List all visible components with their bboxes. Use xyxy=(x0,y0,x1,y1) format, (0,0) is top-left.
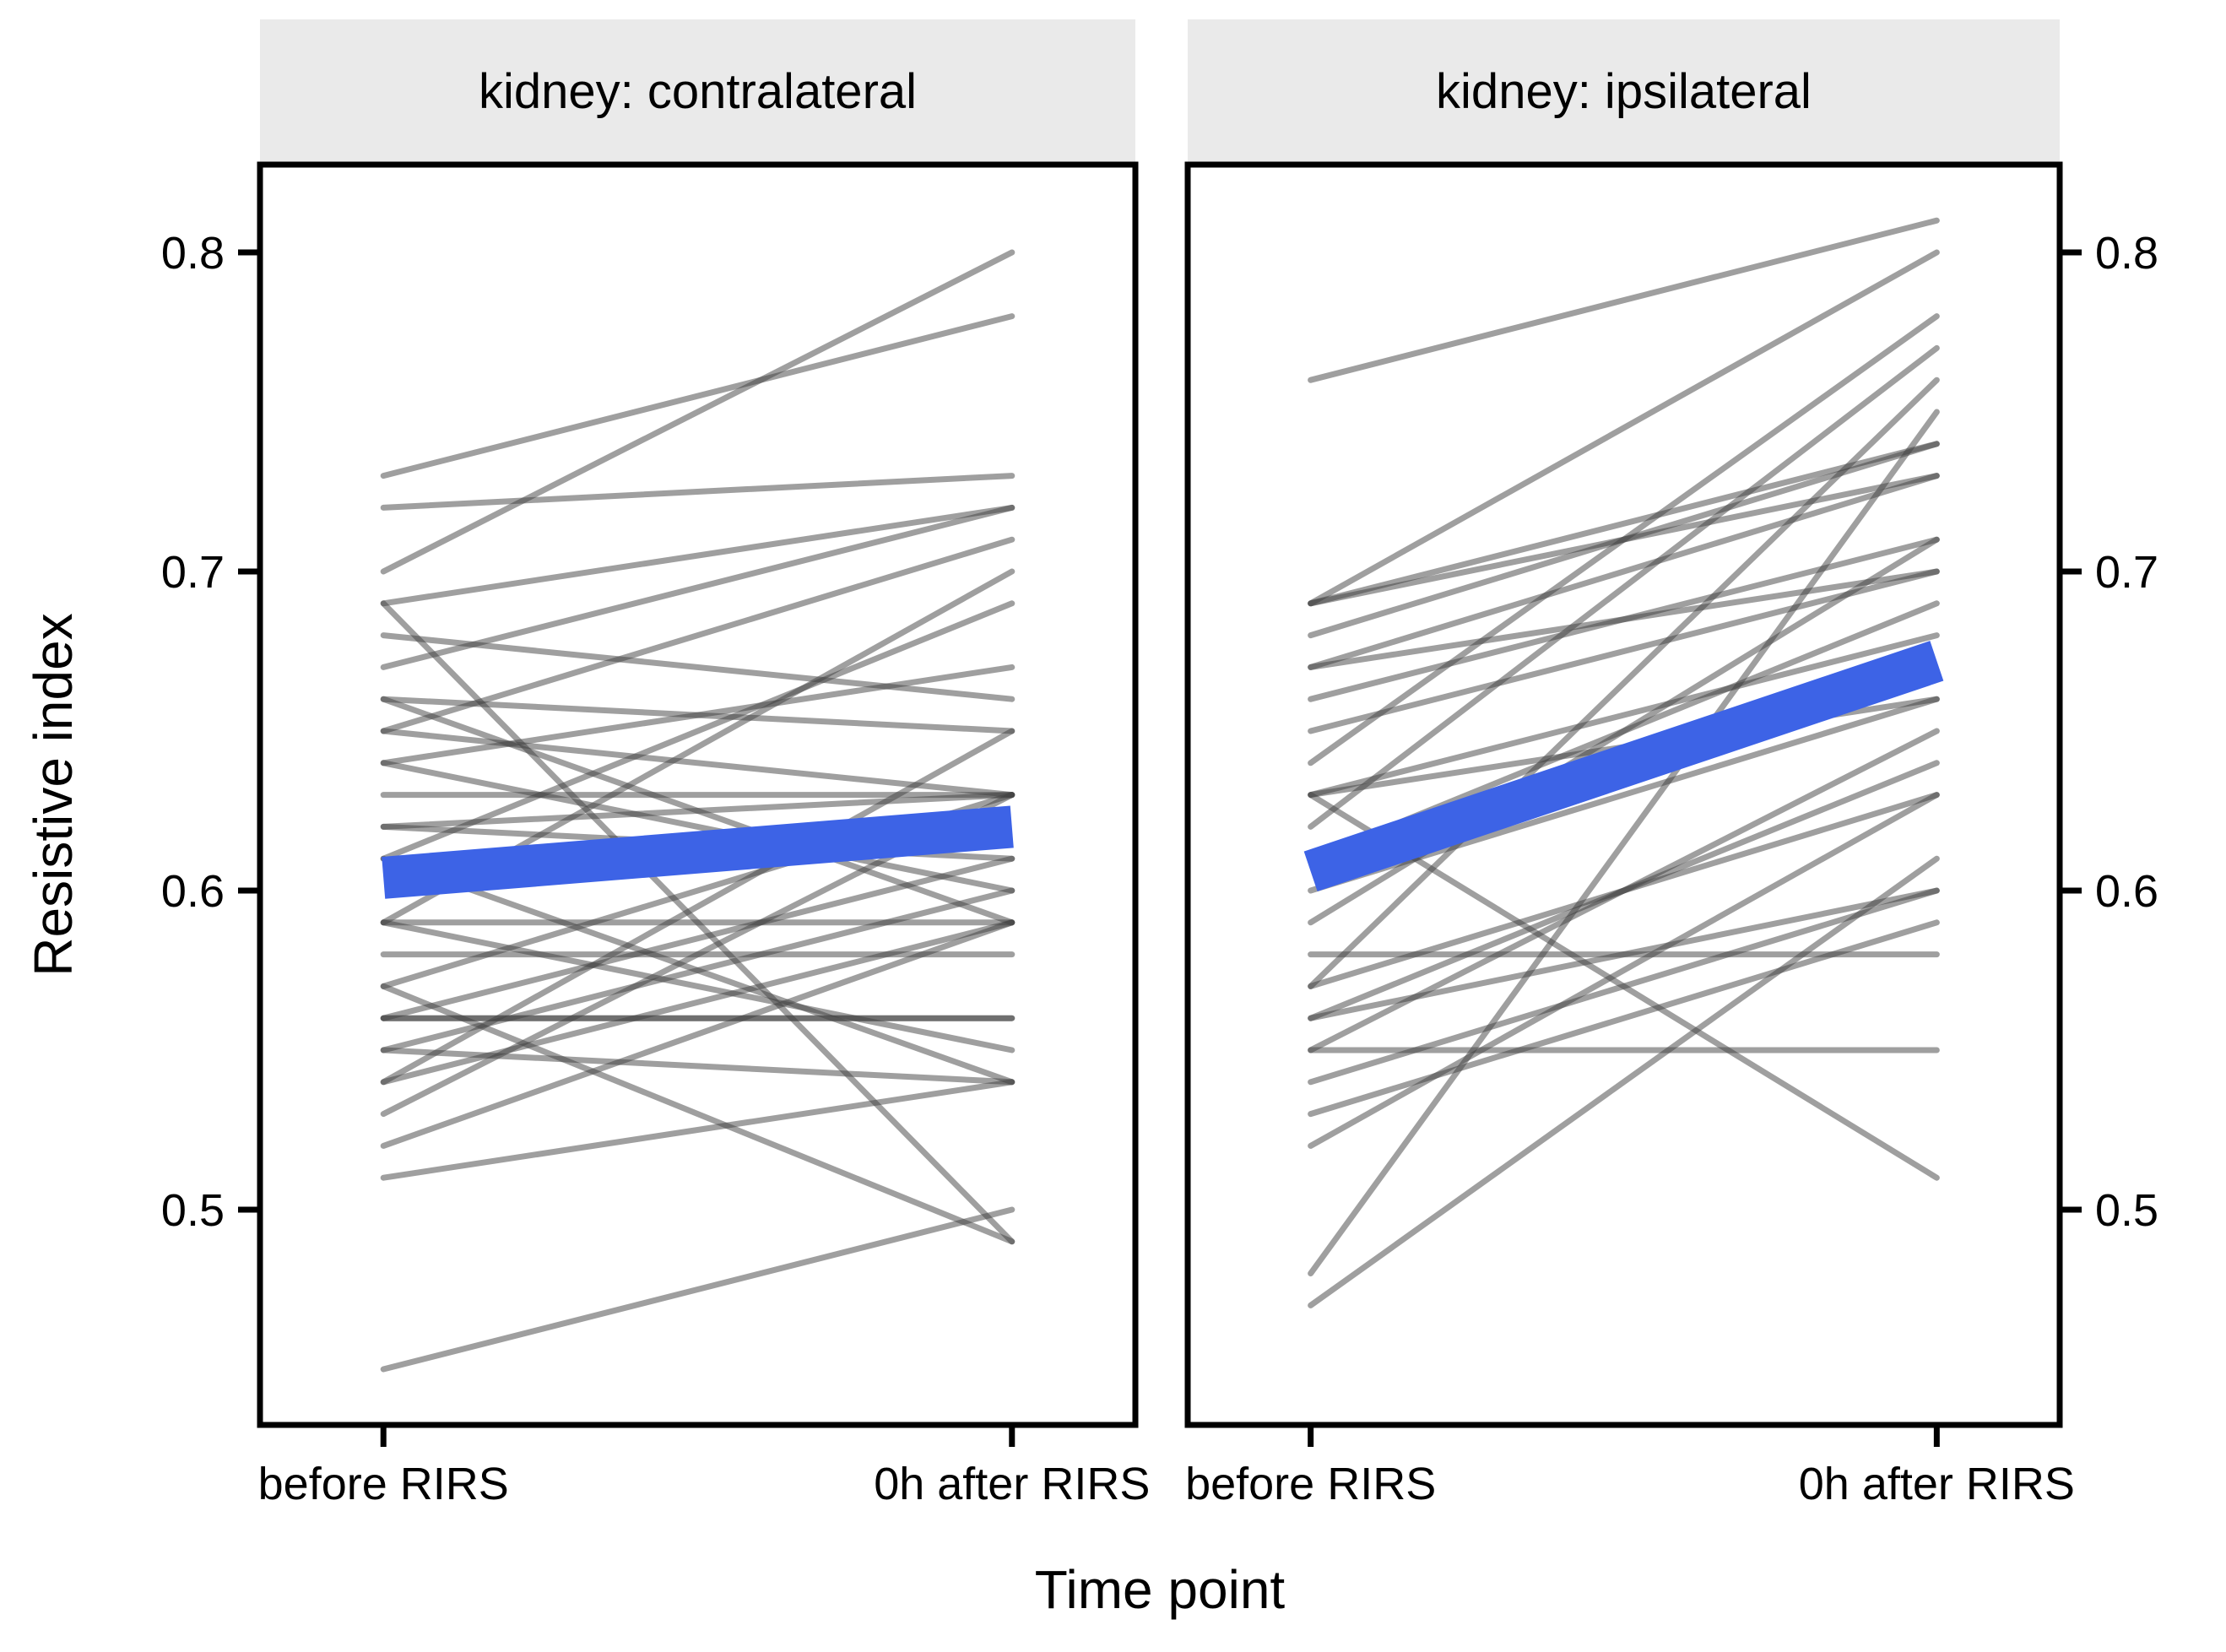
patient-line xyxy=(380,1079,1016,1181)
patient-line xyxy=(1308,249,1940,607)
y-axis-tick-label: 0.6 xyxy=(161,866,225,917)
patient-line xyxy=(380,919,1016,1086)
patient-line xyxy=(1308,536,1940,702)
patient-line xyxy=(380,983,1016,1245)
patient-line xyxy=(380,249,1016,575)
patient-line xyxy=(380,504,1016,670)
y-axis-title: Resistive index xyxy=(23,613,84,976)
patient-line xyxy=(380,504,1016,607)
patient-line xyxy=(380,760,1016,894)
patient-line xyxy=(1308,441,1940,607)
patient-line xyxy=(1308,313,1940,766)
panel-border xyxy=(1184,161,2063,1428)
y-axis-tick-label: 0.7 xyxy=(161,547,225,598)
patient-line xyxy=(380,473,1016,511)
patient-line xyxy=(380,919,1016,1053)
panel-border xyxy=(257,161,1139,1428)
patient-line xyxy=(1308,344,1940,830)
patient-line xyxy=(1308,536,1940,926)
x-axis-tick-label: 0h after RIRS xyxy=(1799,1459,2075,1509)
patient-line xyxy=(1308,473,1940,670)
patient-line xyxy=(1308,409,1940,1277)
patient-line xyxy=(380,664,1016,766)
patient-line xyxy=(380,600,1016,862)
facet-strip-title: kidney: ipsilateral xyxy=(1436,64,1812,119)
patient-line xyxy=(380,728,1016,799)
y-axis-tick-label: 0.7 xyxy=(2095,547,2158,598)
mean-trend-line xyxy=(1303,641,1944,892)
x-axis-title: Time point xyxy=(1035,1559,1286,1620)
facet-strip xyxy=(260,19,1135,163)
patient-line xyxy=(1308,887,1940,1086)
patient-line xyxy=(1308,792,1940,1149)
mean-trend-line xyxy=(382,805,1014,899)
facet-strip xyxy=(1188,19,2060,163)
patient-line xyxy=(380,536,1016,734)
patient-line xyxy=(1308,632,1940,799)
x-axis-tick-label: before RIRS xyxy=(1185,1459,1436,1509)
facet-strip-title: kidney: contralateral xyxy=(479,64,917,119)
y-axis-tick-label: 0.8 xyxy=(161,228,225,279)
patient-line xyxy=(380,855,1016,1021)
patient-line xyxy=(380,1206,1016,1373)
patient-line xyxy=(1308,919,1940,1118)
y-axis-tick-label: 0.6 xyxy=(2095,866,2158,917)
patient-line xyxy=(1308,217,1940,383)
patient-line xyxy=(380,632,1016,702)
patient-line xyxy=(1308,568,1940,734)
patient-line xyxy=(1308,728,1940,1053)
y-axis-tick-label: 0.5 xyxy=(161,1185,225,1236)
x-axis-tick-label: before RIRS xyxy=(258,1459,509,1509)
patient-line xyxy=(380,792,1016,830)
patient-line xyxy=(380,728,1016,1086)
y-axis-tick-label: 0.8 xyxy=(2095,228,2158,279)
y-axis-tick-label: 0.5 xyxy=(2095,1185,2158,1236)
patient-line xyxy=(1308,376,1940,989)
x-axis-tick-label: 0h after RIRS xyxy=(874,1459,1150,1509)
patient-line xyxy=(1308,855,1940,1308)
patient-line xyxy=(380,919,1016,1149)
patient-line xyxy=(380,313,1016,479)
